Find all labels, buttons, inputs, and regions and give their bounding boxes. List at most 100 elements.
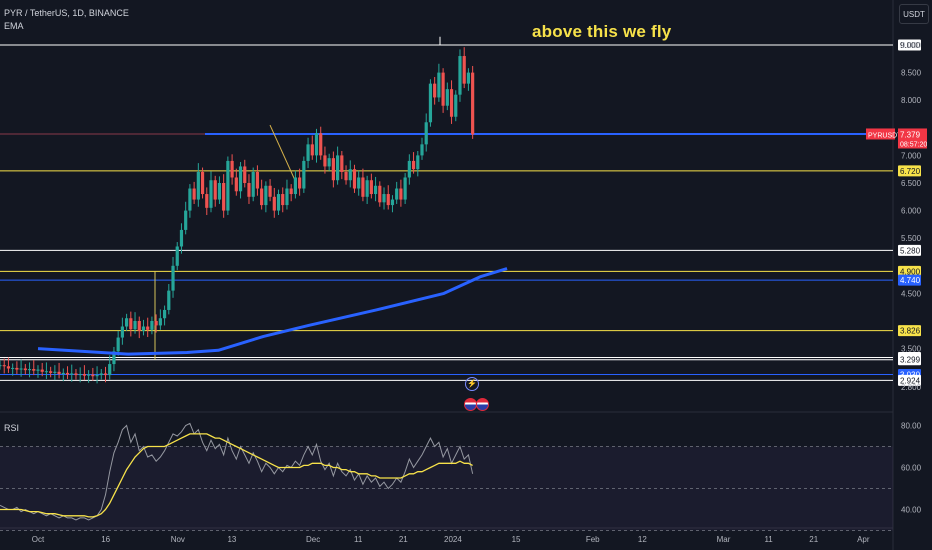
candle-body xyxy=(200,171,205,195)
candle-body xyxy=(336,155,340,181)
candle-body xyxy=(382,194,386,203)
candle-body xyxy=(82,373,86,376)
symbol-title[interactable]: PYR / TetherUS, 1D, BINANCE xyxy=(4,8,129,18)
rsi-indicator-label[interactable]: RSI xyxy=(4,423,20,433)
price-tick-label: 5.500 xyxy=(901,234,922,243)
candle-body xyxy=(103,373,108,376)
price-tick-label: 2.800 xyxy=(901,383,922,392)
candle-body xyxy=(32,369,36,371)
candle-body xyxy=(264,185,268,206)
candle-body xyxy=(260,188,264,206)
time-tick-label: 11 xyxy=(354,535,363,544)
candle-body xyxy=(255,171,260,189)
level-tag xyxy=(898,274,921,286)
price-tick-label: 6.500 xyxy=(901,179,922,188)
candle-body xyxy=(184,210,188,230)
candle-body xyxy=(416,155,420,170)
time-tick-label: 13 xyxy=(227,535,236,544)
level-tag xyxy=(898,165,921,177)
candle-body xyxy=(390,199,395,206)
candle-body xyxy=(340,155,344,172)
candle-body xyxy=(327,158,331,167)
level-tag-label: 6.720 xyxy=(900,167,921,176)
candle-body xyxy=(306,144,310,161)
candle-body xyxy=(378,185,382,203)
time-tick-label: Mar xyxy=(717,535,731,544)
candle-body xyxy=(403,177,407,200)
candle-body xyxy=(369,180,373,195)
candle-body xyxy=(87,374,91,376)
level-tag-label: 3.826 xyxy=(900,327,921,336)
level-tag xyxy=(898,354,921,366)
candle-body xyxy=(226,160,230,211)
level-tag-label: 9.000 xyxy=(900,41,921,50)
us-flag-icon[interactable] xyxy=(476,398,489,411)
ema-indicator-label[interactable]: EMA xyxy=(4,21,24,31)
price-tick-label: 4.500 xyxy=(901,289,922,298)
level-tag xyxy=(898,39,921,51)
candle-body xyxy=(116,337,120,352)
rsi-tick-label: 60.00 xyxy=(901,464,922,473)
candle-body xyxy=(19,368,23,370)
candle-body xyxy=(428,83,433,123)
candle-body xyxy=(373,185,378,195)
candle-body xyxy=(209,180,213,208)
level-tag-label: 5.280 xyxy=(900,246,921,255)
candle-body xyxy=(331,158,335,181)
lightning-event-icon[interactable]: ⚡ xyxy=(465,377,479,391)
candle-body xyxy=(196,171,200,200)
chart-annotation: above this we fly xyxy=(532,22,672,41)
candle-body xyxy=(91,374,95,377)
candle-body xyxy=(365,180,369,197)
candle-body xyxy=(40,369,44,372)
candle-body xyxy=(179,229,184,247)
grid xyxy=(0,0,894,550)
candle-body xyxy=(357,177,361,189)
candle-body xyxy=(458,56,462,95)
level-tag-label: 3.299 xyxy=(900,356,921,365)
candle-body xyxy=(247,183,251,197)
candle-body xyxy=(133,321,137,330)
price-tick-label: 8.500 xyxy=(901,69,922,78)
price-tick-label: 3.500 xyxy=(901,345,922,354)
candle-body xyxy=(154,321,158,326)
candle-body xyxy=(95,375,99,377)
time-tick-label: 21 xyxy=(809,535,818,544)
rsi-tick-label: 40.00 xyxy=(901,506,922,515)
candle-body xyxy=(466,72,471,84)
symbol-tag xyxy=(866,128,895,140)
candle-body xyxy=(57,371,61,374)
candle-body xyxy=(2,365,6,367)
candle-body xyxy=(272,196,276,211)
rsi-tick-label: 80.00 xyxy=(901,422,922,431)
candle-body xyxy=(192,188,196,200)
level-tag xyxy=(898,325,921,337)
trendlines xyxy=(154,36,441,360)
time-tick-label: 12 xyxy=(638,535,647,544)
candle-body xyxy=(15,367,19,370)
level-tag-label: 4.740 xyxy=(900,276,921,285)
candle-body xyxy=(70,373,74,375)
candle-body xyxy=(243,166,247,183)
candle-body xyxy=(129,318,133,330)
candle-body xyxy=(53,371,57,373)
candle-body xyxy=(276,194,281,211)
price-axis: 9.000 8.500 8.000 7.000 6.500 6.000 5.500 4.500… xyxy=(866,41,927,392)
time-tick-label: Feb xyxy=(586,535,600,544)
candle-body xyxy=(310,144,314,156)
candle-body xyxy=(230,160,234,178)
candle-body xyxy=(78,373,82,376)
candle-body xyxy=(289,188,293,195)
candle-body xyxy=(471,72,475,135)
candle-body xyxy=(424,122,428,145)
candle-body xyxy=(23,368,27,371)
candle-body xyxy=(213,180,217,200)
level-tag xyxy=(898,374,921,386)
currency-button[interactable]: USDT xyxy=(899,4,929,24)
candle-body xyxy=(112,351,116,365)
candle-body xyxy=(217,183,222,200)
rsi-line xyxy=(0,422,474,521)
time-tick-label: Apr xyxy=(857,535,870,544)
price-tick-label: 9.000 xyxy=(901,41,922,50)
